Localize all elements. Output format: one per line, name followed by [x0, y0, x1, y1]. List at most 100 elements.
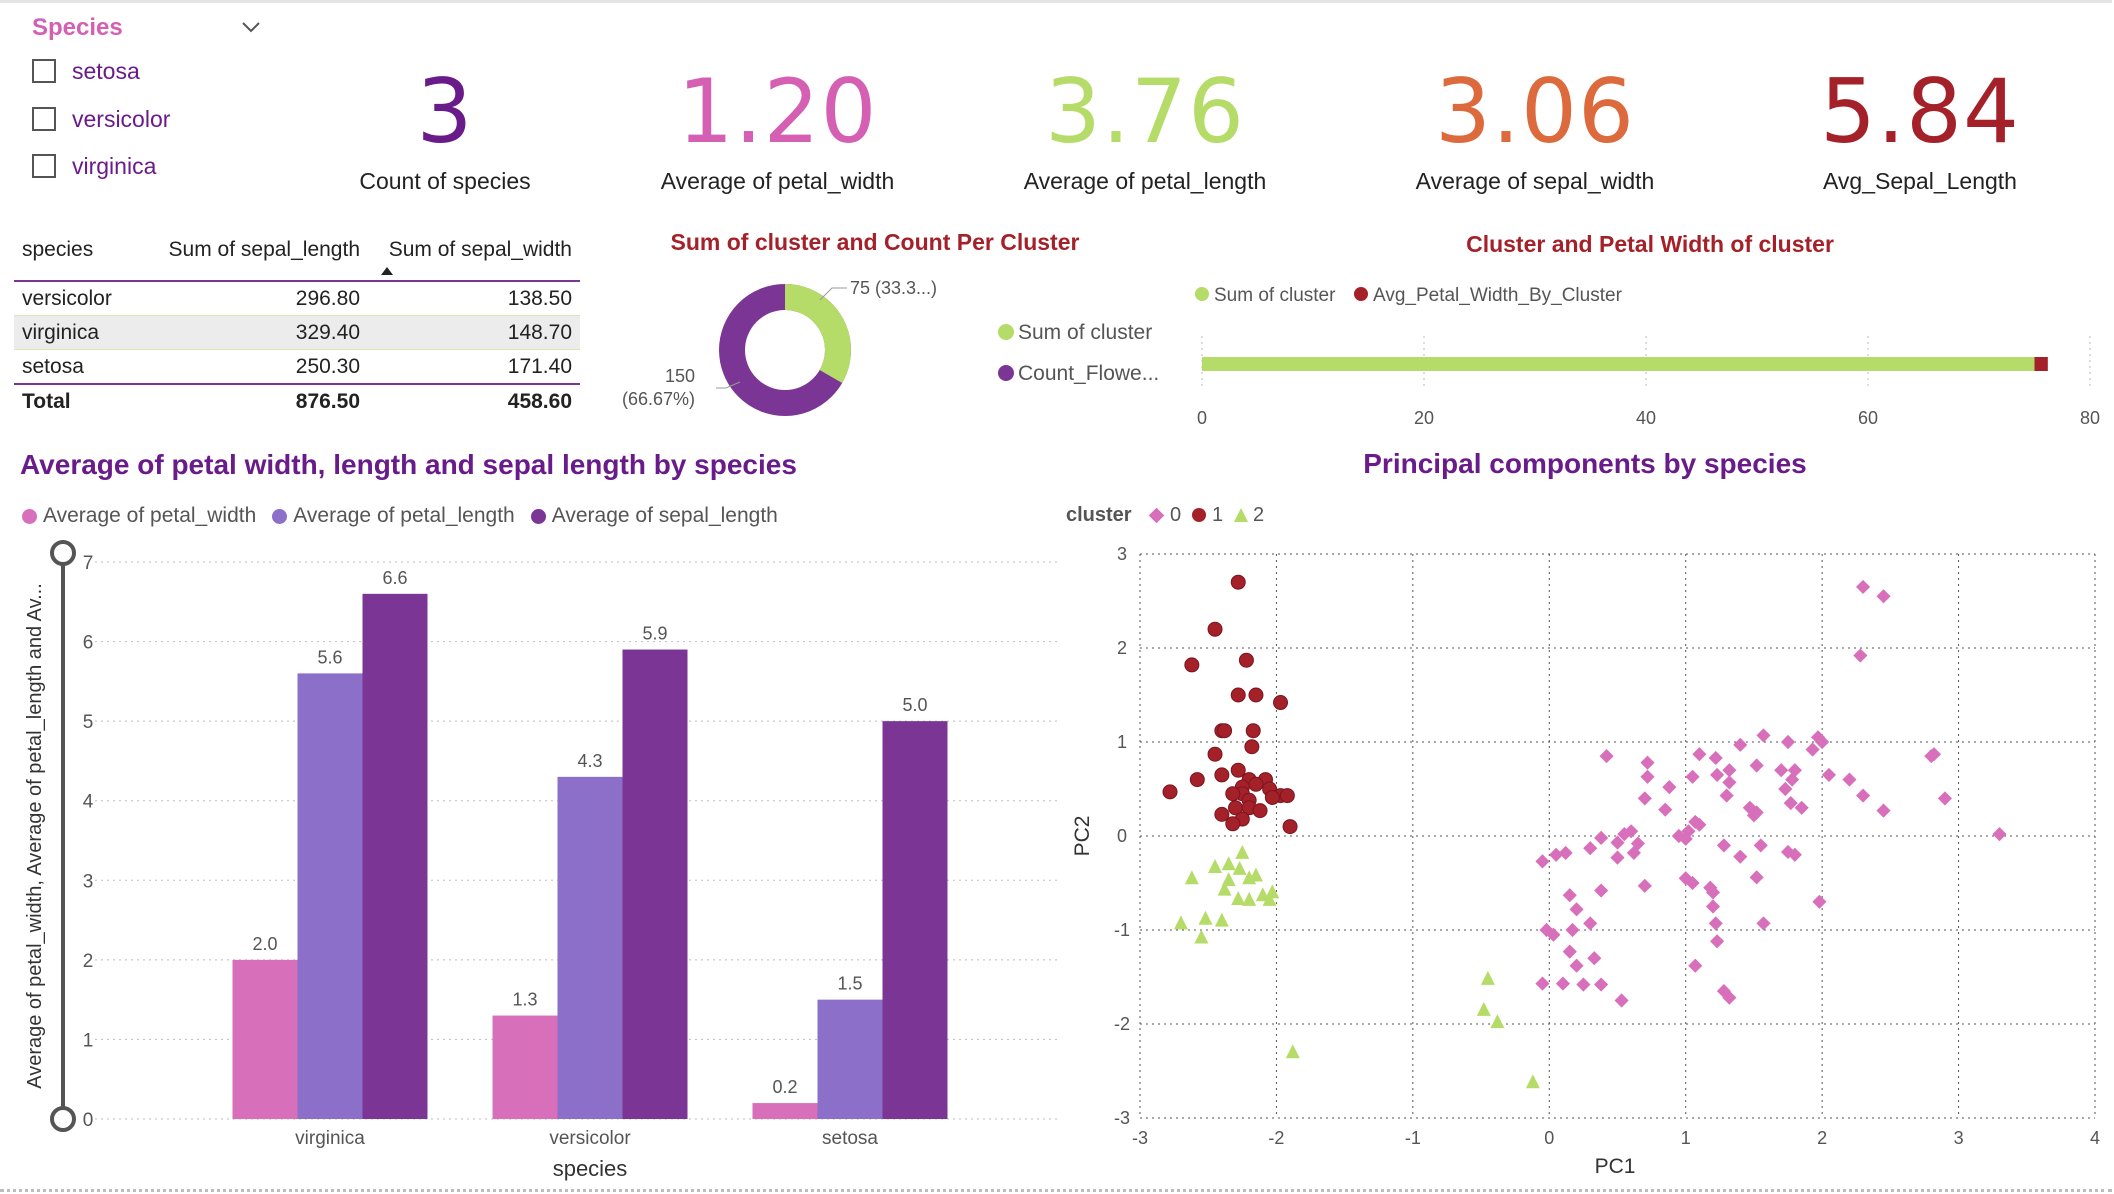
scatter-point-cluster-0[interactable]: [1722, 775, 1737, 790]
legend-label[interactable]: Average of petal_length: [293, 504, 515, 527]
scatter-point-cluster-0[interactable]: [1617, 827, 1632, 842]
scatter-point-cluster-0[interactable]: [1685, 769, 1700, 784]
legend-label[interactable]: 1: [1212, 504, 1223, 526]
legend-label[interactable]: Average of petal_width: [43, 504, 257, 527]
bar[interactable]: [362, 593, 428, 1119]
scatter-point-cluster-0[interactable]: [1937, 791, 1952, 806]
scatter-point-cluster-1[interactable]: [1245, 723, 1261, 739]
chevron-down-icon[interactable]: [240, 16, 262, 38]
slicer-item-setosa[interactable]: setosa: [32, 55, 140, 87]
scatter-point-cluster-0[interactable]: [1562, 888, 1577, 903]
scatter-point-cluster-1[interactable]: [1207, 621, 1223, 637]
scatter-point-cluster-0[interactable]: [1821, 767, 1837, 782]
scatter-point-cluster-0[interactable]: [1569, 958, 1584, 973]
scatter-point-cluster-0[interactable]: [1549, 847, 1564, 862]
scatter-point-cluster-0[interactable]: [1535, 854, 1550, 869]
scatter-point-cluster-1[interactable]: [1230, 687, 1246, 703]
scatter-point-cluster-0[interactable]: [1640, 769, 1655, 784]
scatter-point-cluster-0[interactable]: [1587, 951, 1602, 966]
scatter-point-cluster-0[interactable]: [1610, 835, 1625, 850]
scatter-point-cluster-1[interactable]: [1248, 687, 1264, 703]
scatter-point-cluster-1[interactable]: [1248, 776, 1264, 792]
scatter-point-cluster-0[interactable]: [1774, 763, 1789, 778]
donut-slice-sum[interactable]: [784, 284, 851, 383]
scatter-point-cluster-2[interactable]: [1248, 867, 1263, 882]
scatter-point-cluster-2[interactable]: [1490, 1014, 1505, 1029]
scatter-point-cluster-0[interactable]: [1594, 883, 1609, 898]
legend-label[interactable]: 2: [1253, 504, 1264, 526]
slicer-item-virginica[interactable]: virginica: [32, 150, 156, 182]
scatter-point-cluster-2[interactable]: [1231, 890, 1246, 905]
scatter-point-cluster-0[interactable]: [1778, 781, 1793, 797]
scatter-point-cluster-0[interactable]: [1710, 767, 1725, 782]
scatter-point-cluster-0[interactable]: [1719, 788, 1734, 803]
scatter-point-cluster-1[interactable]: [1238, 652, 1254, 668]
checkbox-setosa[interactable]: [32, 59, 56, 83]
scatter-point-cluster-2[interactable]: [1285, 1044, 1300, 1059]
scatter-point-cluster-0[interactable]: [1610, 850, 1625, 865]
scatter-point-cluster-0[interactable]: [1705, 899, 1721, 914]
scatter-point-cluster-0[interactable]: [1583, 916, 1598, 931]
scatter-point-cluster-0[interactable]: [1853, 648, 1868, 663]
scatter-point-cluster-2[interactable]: [1232, 860, 1247, 875]
zoom-slider-handle-top[interactable]: [50, 540, 76, 566]
donut-chart[interactable]: 75 (33.3...) 150 (66.67%) Sum of cluster…: [600, 270, 1160, 440]
legend-label[interactable]: Count_Flowe...: [1018, 362, 1159, 385]
bar-sum-of-cluster[interactable]: [1202, 357, 2035, 371]
scatter-point-cluster-0[interactable]: [1708, 750, 1723, 766]
table-row[interactable]: versicolor 296.80 138.50: [14, 281, 580, 316]
scatter-point-cluster-0[interactable]: [1594, 830, 1609, 845]
scatter-point-cluster-1[interactable]: [1225, 816, 1241, 832]
scatter-point-cluster-0[interactable]: [1756, 916, 1771, 931]
scatter-point-cluster-0[interactable]: [1599, 749, 1614, 764]
scatter-point-cluster-0[interactable]: [1576, 977, 1591, 992]
scatter-point-cluster-1[interactable]: [1207, 746, 1223, 762]
scatter-point-cluster-1[interactable]: [1225, 786, 1241, 802]
scatter-point-cluster-0[interactable]: [1562, 944, 1577, 959]
scatter-point-cluster-0[interactable]: [1749, 870, 1764, 885]
zoom-slider-handle-bottom[interactable]: [50, 1106, 76, 1132]
scatter-point-cluster-0[interactable]: [1794, 800, 1809, 815]
scatter-point-cluster-0[interactable]: [1856, 788, 1871, 803]
scatter-point-cluster-1[interactable]: [1282, 819, 1298, 835]
scatter-point-cluster-1[interactable]: [1244, 739, 1260, 755]
bar[interactable]: [297, 673, 363, 1119]
scatter-point-cluster-0[interactable]: [1583, 841, 1598, 856]
scatter-point-cluster-0[interactable]: [1842, 772, 1857, 787]
legend-label[interactable]: Avg_Petal_Width_By_Cluster: [1373, 285, 1623, 306]
scatter-point-cluster-2[interactable]: [1242, 891, 1257, 906]
table-header-sorted[interactable]: Sum of sepal_width: [368, 238, 580, 281]
bar-chart[interactable]: 0 1 2 3 4 5 6 7 Average of petal_width, Average…: [0, 540, 1075, 1190]
scatter-point-cluster-2[interactable]: [1217, 881, 1232, 896]
scatter-point-cluster-0[interactable]: [1876, 803, 1891, 818]
scatter-point-cluster-0[interactable]: [1662, 780, 1677, 795]
scatter-point-cluster-0[interactable]: [1569, 902, 1584, 917]
scatter-point-cluster-0[interactable]: [1753, 838, 1768, 853]
scatter-point-cluster-0[interactable]: [1708, 916, 1723, 931]
scatter-point-cluster-2[interactable]: [1525, 1074, 1540, 1089]
scatter-point-cluster-2[interactable]: [1198, 910, 1213, 925]
legend-label[interactable]: Sum of cluster: [1018, 321, 1152, 344]
scatter-point-cluster-1[interactable]: [1214, 767, 1230, 783]
scatter-point-cluster-0[interactable]: [1565, 922, 1580, 938]
bar-avg-petal-width[interactable]: [2034, 357, 2048, 371]
legend-label[interactable]: 0: [1170, 504, 1181, 526]
scatter-point-cluster-0[interactable]: [1756, 728, 1771, 743]
scatter-point-cluster-0[interactable]: [1733, 849, 1748, 864]
scatter-point-cluster-0[interactable]: [1637, 878, 1652, 893]
bar[interactable]: [492, 1015, 558, 1119]
scatter-point-cluster-0[interactable]: [1783, 796, 1798, 811]
legend-label[interactable]: Average of sepal_length: [551, 504, 778, 527]
table-row[interactable]: setosa 250.30 171.40: [14, 350, 580, 385]
scatter-point-cluster-1[interactable]: [1189, 772, 1205, 788]
scatter-point-cluster-2[interactable]: [1235, 844, 1250, 859]
scatter-point-cluster-2[interactable]: [1173, 915, 1188, 930]
scatter-point-cluster-0[interactable]: [1692, 747, 1707, 762]
scatter-point-cluster-0[interactable]: [1716, 838, 1731, 853]
scatter-point-cluster-1[interactable]: [1184, 657, 1200, 673]
table-header[interactable]: species: [22, 238, 94, 261]
scatter-point-cluster-0[interactable]: [1992, 827, 2007, 842]
scatter-point-cluster-1[interactable]: [1252, 803, 1268, 819]
scatter-point-cluster-1[interactable]: [1230, 762, 1246, 778]
